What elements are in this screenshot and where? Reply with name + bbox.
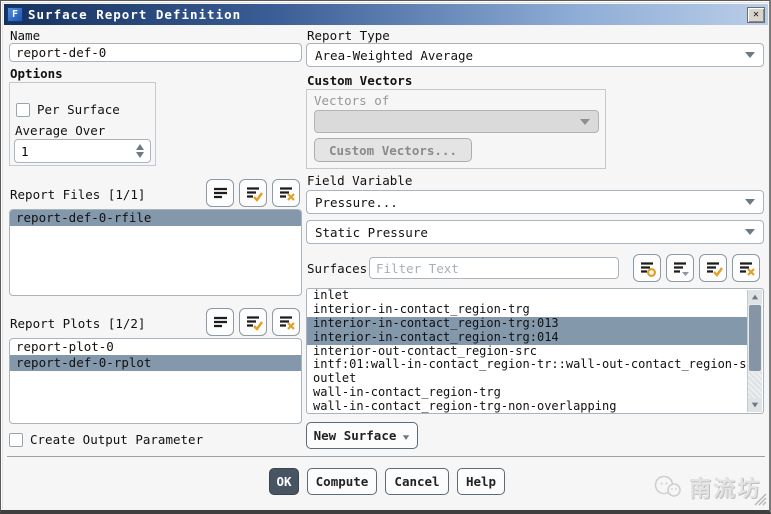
surface-report-definition-dialog: F Surface Report Definition ✕ Name Optio… [0, 0, 771, 514]
footer-divider [7, 456, 765, 457]
report-files-select-all-button[interactable] [239, 179, 267, 207]
chevron-down-icon [745, 199, 755, 205]
window-title: Surface Report Definition [28, 7, 241, 22]
list-x-icon [276, 183, 296, 203]
resize-grip[interactable] [753, 492, 767, 506]
surfaces-select-all-button[interactable] [699, 254, 727, 282]
report-plots-list[interactable]: report-plot-0 report-def-0-rplot [9, 338, 302, 424]
list-lines-icon [210, 312, 230, 332]
per-surface-label: Per Surface [37, 102, 120, 117]
per-surface-checkbox[interactable] [16, 103, 30, 117]
new-surface-label: New Surface [314, 428, 397, 443]
report-plots-edit-button[interactable] [206, 308, 234, 336]
report-files-label: Report Files [1/1] [10, 187, 145, 202]
report-plots-deselect-button[interactable] [272, 308, 300, 336]
report-files-list[interactable]: report-def-0-rfile [9, 209, 302, 296]
ok-button[interactable]: OK [269, 468, 299, 495]
compute-button[interactable]: Compute [307, 468, 377, 495]
field-variable-label: Field Variable [307, 173, 412, 188]
stepper-down-icon[interactable] [136, 152, 144, 158]
name-label: Name [10, 28, 40, 43]
report-plots-label: Report Plots [1/2] [10, 316, 145, 331]
create-output-parameter-option[interactable]: Create Output Parameter [9, 432, 203, 447]
report-files-edit-button[interactable] [206, 179, 234, 207]
list-check-icon [703, 258, 723, 278]
report-type-label: Report Type [307, 28, 390, 43]
surfaces-list[interactable]: inlet interior-in-contact_region-trg int… [306, 288, 764, 414]
scrollbar-track[interactable] [748, 372, 762, 398]
report-files-deselect-button[interactable] [272, 179, 300, 207]
list-item[interactable]: wall-in-contact_region-trg-non-overlappi… [307, 400, 748, 413]
list-lines-icon [210, 183, 230, 203]
list-item[interactable]: outlet [307, 372, 748, 386]
watermark: 南流坊 [653, 471, 761, 503]
list-item[interactable]: wall-in-contact_region-trg [307, 386, 748, 400]
list-dropdown-icon [670, 258, 690, 278]
list-item[interactable]: interior-in-contact_region-trg:013 [307, 317, 748, 331]
surfaces-highlight-button[interactable] [633, 254, 661, 282]
per-surface-option[interactable]: Per Surface [16, 102, 120, 117]
watermark-text: 南流坊 [689, 471, 761, 503]
custom-vectors-group-title: Custom Vectors [307, 73, 412, 88]
average-over-label: Average Over [15, 123, 105, 138]
fluent-app-icon: F [7, 7, 23, 22]
average-over-stepper[interactable]: 1 [14, 139, 151, 163]
vectors-of-label: Vectors of [314, 93, 389, 108]
create-output-parameter-label: Create Output Parameter [30, 432, 203, 447]
list-x-icon [276, 312, 296, 332]
list-check-icon [243, 183, 263, 203]
list-item[interactable]: inlet [307, 289, 748, 303]
options-group-title: Options [10, 66, 63, 81]
scrollbar-thumb[interactable] [749, 305, 761, 371]
list-item[interactable]: report-def-0-rplot [10, 355, 301, 371]
chevron-down-icon [745, 229, 755, 235]
report-plots-select-all-button[interactable] [239, 308, 267, 336]
field-variable-category-dropdown[interactable]: Pressure... [306, 190, 764, 214]
report-type-value: Area-Weighted Average [315, 48, 473, 63]
field-variable-category-value: Pressure... [315, 195, 398, 210]
title-bar[interactable]: F Surface Report Definition ✕ [4, 4, 768, 25]
vectors-of-dropdown-disabled [314, 110, 599, 133]
custom-vectors-button: Custom Vectors... [314, 138, 472, 162]
surfaces-label: Surfaces [307, 261, 367, 276]
chevron-down-icon [580, 119, 590, 125]
wechat-logo-icon [653, 474, 683, 500]
list-item[interactable]: interior-out-contact_region-src [307, 345, 748, 359]
name-input[interactable] [9, 43, 302, 62]
cancel-button[interactable]: Cancel [385, 468, 449, 495]
scroll-down-icon [752, 403, 758, 408]
surfaces-deselect-button[interactable] [732, 254, 760, 282]
stepper-up-icon[interactable] [136, 144, 144, 150]
list-check-icon [243, 312, 263, 332]
list-item[interactable]: intf:01:wall-in-contact_region-tr::wall-… [307, 358, 748, 372]
list-item[interactable]: interior-in-contact_region-trg [307, 303, 748, 317]
scroll-up-button[interactable] [748, 290, 762, 304]
create-output-parameter-checkbox[interactable] [9, 433, 23, 447]
list-item[interactable]: interior-in-contact_region-trg:014 [307, 331, 748, 345]
close-button[interactable]: ✕ [747, 7, 765, 23]
field-variable-dropdown[interactable]: Static Pressure [306, 220, 764, 244]
list-circle-icon [637, 258, 657, 278]
list-item[interactable]: report-def-0-rfile [10, 210, 301, 226]
new-surface-button[interactable]: New Surface [306, 422, 418, 449]
chevron-down-icon [745, 52, 755, 58]
surfaces-filter-input[interactable] [369, 257, 619, 279]
list-x-icon [736, 258, 756, 278]
chevron-down-icon [403, 435, 409, 440]
list-item[interactable]: report-plot-0 [10, 339, 301, 355]
field-variable-value: Static Pressure [315, 225, 428, 240]
surfaces-options-button[interactable] [666, 254, 694, 282]
help-button[interactable]: Help [457, 468, 505, 495]
average-over-value: 1 [21, 144, 29, 159]
scroll-down-button[interactable] [748, 398, 762, 412]
surfaces-scrollbar[interactable] [747, 290, 762, 412]
report-type-dropdown[interactable]: Area-Weighted Average [306, 43, 764, 67]
scroll-up-icon [752, 295, 758, 300]
